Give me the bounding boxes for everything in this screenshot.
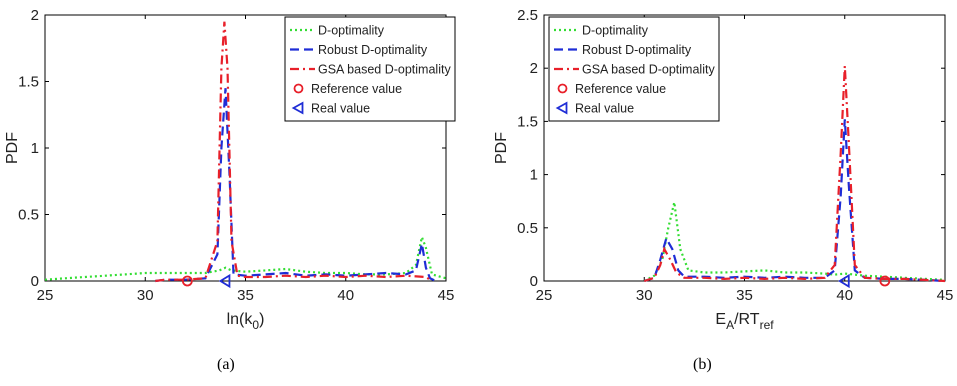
x-tick-label: 30 [636,287,653,304]
legend-label: GSA based D-optimality [582,63,715,77]
series-line-robust [155,88,437,283]
y-tick-label: 2 [530,60,538,77]
legend-swatch-reference [293,83,304,94]
legend-label: D-optimality [318,24,385,38]
x-axis-label: EA/RTref [715,311,774,332]
y-tick-label: 2 [31,7,39,24]
y-axis-label: PDF [493,132,510,164]
chart-panel-a: 25 30 35 40 45 0 0.5 1 1.5 2 PDF ln(k0) D-optimality… [4,7,456,332]
x-tick-label: 35 [237,287,254,304]
legend-label: Real value [311,102,370,116]
y-tick-label: 0 [530,273,538,290]
x-tick-label: 25 [37,287,54,304]
y-tick-label: 0.5 [517,220,538,237]
legend: D-optimality Robust D-optimality GSA based… [284,16,456,122]
x-axis-label: ln(k0) [227,311,265,332]
real-value-marker [218,273,231,289]
y-tick-label: 0.5 [18,207,39,224]
legend-label: Robust D-optimality [318,43,428,57]
y-tick-label: 0 [31,273,39,290]
series-line-gsa [643,66,946,283]
legend-swatch-real [291,101,304,115]
x-tick-label: 40 [337,287,354,304]
real-value-marker [838,273,850,289]
y-tick-label: 1 [31,140,39,157]
y-tick-label: 1.5 [18,74,39,91]
legend-label: Reference value [575,82,666,96]
legend-label: Real value [575,102,634,116]
x-tick-label: 45 [937,287,954,304]
legend-swatch-reference [557,83,568,94]
legend-label: Reference value [311,82,402,96]
x-tick-label: 45 [438,287,455,304]
legend: D-optimality Robust D-optimality GSA based… [548,16,720,122]
caption-a: (a) [217,356,235,373]
y-tick-label: 1 [530,167,538,184]
caption-b: (b) [693,356,712,373]
reference-value-marker [879,275,891,287]
legend-label: Robust D-optimality [582,43,692,57]
reference-value-marker [181,275,193,287]
y-axis-label: PDF [4,132,21,164]
y-tick-label: 1.5 [517,113,538,130]
legend-swatch-real [555,101,568,115]
legend-label: D-optimality [582,24,649,38]
x-tick-label: 40 [836,287,853,304]
y-tick-label: 2.5 [517,7,538,24]
legend-label: GSA based D-optimality [318,63,451,77]
series-line-gsa [155,21,433,283]
x-tick-label: 30 [137,287,154,304]
x-tick-label: 25 [536,287,553,304]
x-tick-label: 35 [736,287,753,304]
chart-panel-b: 25 30 35 40 45 0 0.5 1 1.5 2 2.5 PDF EA/RTref D-optim… [493,7,954,332]
